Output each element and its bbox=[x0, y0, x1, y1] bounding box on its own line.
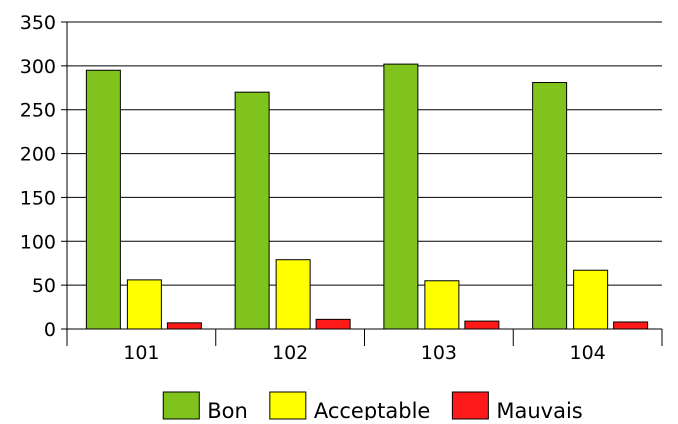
bar-bon-102 bbox=[234, 91, 270, 330]
y-tick-label: 100 bbox=[20, 231, 56, 253]
y-tick-label: 0 bbox=[44, 319, 56, 341]
legend-swatch-mauvais bbox=[451, 391, 489, 420]
bar-acceptable-103 bbox=[424, 280, 460, 330]
gridlines bbox=[67, 21, 662, 286]
x-tick-label: 103 bbox=[421, 342, 457, 364]
y-axis-ticks: 0 50 100 150 200 250 300 350 bbox=[20, 12, 67, 341]
bar-mauvais-104 bbox=[613, 321, 649, 330]
y-tick-label: 300 bbox=[20, 56, 56, 78]
bar-bon-104 bbox=[532, 82, 568, 330]
x-tick-label: 102 bbox=[272, 342, 308, 364]
legend-swatch-bon bbox=[162, 391, 200, 420]
bar-bon-101 bbox=[85, 69, 121, 330]
legend: Bon Acceptable Mauvais bbox=[162, 391, 583, 423]
bar-mauvais-102 bbox=[315, 318, 351, 330]
x-tick-label: 101 bbox=[123, 342, 159, 364]
bar-bon-103 bbox=[383, 63, 419, 330]
legend-label-acceptable: Acceptable bbox=[314, 399, 431, 420]
bar-acceptable-101 bbox=[126, 279, 162, 330]
legend-label-mauvais: Mauvais bbox=[496, 399, 582, 420]
y-tick-label: 50 bbox=[32, 275, 56, 297]
x-tick-label: 104 bbox=[569, 342, 605, 364]
y-tick-label: 350 bbox=[20, 12, 56, 34]
bar-mauvais-103 bbox=[464, 320, 500, 330]
y-tick-label: 150 bbox=[20, 187, 56, 209]
bar-acceptable-104 bbox=[573, 269, 609, 330]
bar-mauvais-101 bbox=[166, 322, 202, 330]
x-axis-ticks: 101 102 103 104 bbox=[123, 329, 663, 364]
y-tick-label: 200 bbox=[20, 144, 56, 166]
y-tick-label: 250 bbox=[20, 100, 56, 122]
bars bbox=[85, 63, 649, 330]
legend-label-bon: Bon bbox=[207, 399, 248, 420]
legend-swatch-acceptable bbox=[269, 391, 307, 420]
bar-acceptable-102 bbox=[275, 259, 311, 330]
